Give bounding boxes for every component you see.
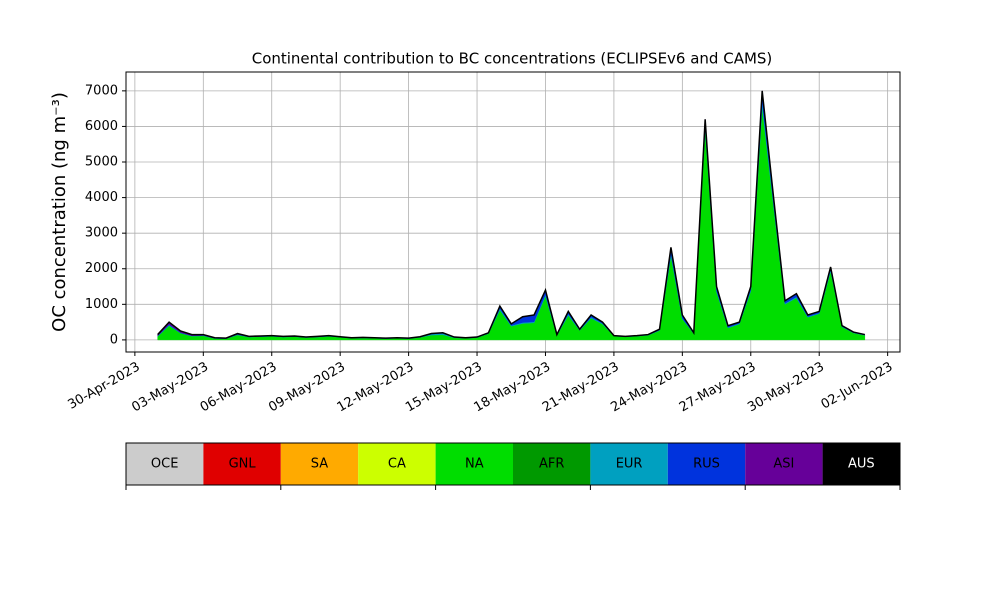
x-tick-label: 09-May-2023 (266, 360, 348, 416)
x-tick-label: 27-May-2023 (677, 360, 759, 416)
legend-label: SA (311, 457, 328, 472)
y-tick-label: 2000 (85, 261, 118, 276)
x-tick-label: 12-May-2023 (335, 360, 417, 416)
legend-label: GNL (229, 457, 257, 472)
legend-swatch (822, 443, 900, 485)
legend-swatch (280, 443, 359, 485)
legend-swatch (126, 443, 204, 485)
x-tick-label: 15-May-2023 (403, 360, 485, 416)
legend-label: OCE (151, 457, 179, 472)
y-tick-label: 7000 (85, 83, 118, 98)
plot-frame (125, 71, 901, 353)
x-tick-label: 30-May-2023 (745, 360, 827, 416)
y-tick-label: 1000 (85, 297, 118, 312)
legend-swatch (513, 443, 591, 485)
x-tick-label: 02-Jun-2023 (819, 360, 896, 413)
legend-label: RUS (693, 457, 720, 472)
x-tick-label: 24-May-2023 (608, 360, 690, 416)
y-tick-label: 5000 (85, 155, 118, 170)
legend-label: AFR (539, 457, 564, 472)
legend-label: EUR (616, 457, 643, 472)
x-tick-label: 18-May-2023 (472, 360, 554, 416)
y-tick-label: 4000 (85, 190, 118, 205)
y-tick-label: 0 (110, 332, 118, 347)
outline (157, 90, 865, 339)
legend-label: ASI (773, 457, 794, 472)
legend-swatch (590, 443, 668, 485)
legend-swatch (667, 443, 746, 485)
y-axis-label: OC concentration (ng m⁻³) (49, 92, 70, 332)
legend-frame (125, 442, 901, 486)
legend-swatch (358, 443, 436, 485)
legend-swatch (203, 443, 281, 485)
x-tick-label: 21-May-2023 (540, 360, 622, 416)
legend-swatch (745, 443, 823, 485)
x-tick-label: 03-May-2023 (129, 360, 211, 416)
legend-label: AUS (848, 457, 875, 472)
legend-label: NA (465, 457, 484, 472)
legend-label: CA (388, 457, 406, 472)
y-tick-label: 3000 (85, 226, 118, 241)
x-tick-label: 06-May-2023 (198, 360, 280, 416)
chart-title: Continental contribution to BC concentra… (252, 50, 773, 68)
legend-swatch (435, 443, 513, 485)
y-tick-label: 6000 (85, 119, 118, 134)
